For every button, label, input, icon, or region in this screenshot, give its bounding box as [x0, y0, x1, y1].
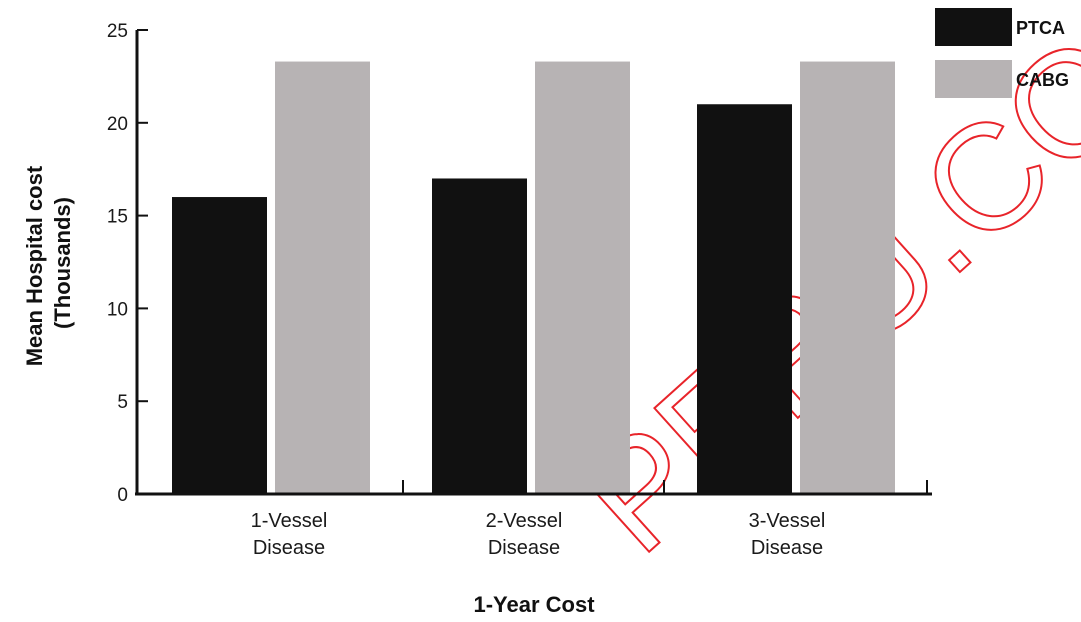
- bar-cabg-3: [800, 61, 895, 494]
- y-axis-title: Mean Hospital cost (Thousands): [22, 160, 75, 367]
- y-tick-label: 10: [107, 299, 128, 320]
- y-tick-label: 20: [107, 114, 128, 135]
- category-label-line: 3-Vessel: [749, 510, 826, 532]
- category-label-line: Disease: [751, 537, 823, 559]
- bar-cabg-1: [275, 61, 370, 494]
- y-axis-title-line-2: (Thousands): [50, 197, 75, 329]
- bar-cabg-2: [535, 61, 630, 494]
- category-label-line: Disease: [253, 537, 325, 559]
- legend-label-cabg: CABG: [1016, 70, 1069, 90]
- bars: [172, 61, 895, 495]
- y-ticks: 0 5 10 15 20 25: [107, 21, 148, 506]
- legend-swatch-cabg: [935, 60, 1012, 98]
- y-tick-label: 25: [107, 21, 128, 42]
- bar-ptca-2: [432, 178, 527, 495]
- legend: PTCA CABG: [935, 8, 1069, 98]
- category-label: 1-Vessel Disease: [251, 510, 328, 559]
- y-tick-label: 5: [117, 392, 128, 413]
- category-label-line: 1-Vessel: [251, 510, 328, 532]
- x-axis-title: 1-Year Cost: [473, 592, 595, 617]
- x-ticks: [402, 480, 928, 494]
- axes: [135, 30, 932, 496]
- legend-label-ptca: PTCA: [1016, 18, 1065, 38]
- y-tick-label: 15: [107, 207, 128, 228]
- category-label-line: Disease: [488, 537, 560, 559]
- category-label: 3-Vessel Disease: [749, 510, 826, 559]
- category-label: 2-Vessel Disease: [486, 510, 563, 559]
- category-labels: 1-Vessel Disease 2-Vessel Disease 3-Vessel Di…: [251, 510, 826, 559]
- bar-ptca-1: [172, 197, 267, 495]
- category-label-line: 2-Vessel: [486, 510, 563, 532]
- y-tick-label: 0: [117, 485, 128, 506]
- y-axis-title-line-1: Mean Hospital cost: [22, 165, 47, 366]
- legend-swatch-ptca: [935, 8, 1012, 46]
- bar-ptca-3: [697, 104, 792, 495]
